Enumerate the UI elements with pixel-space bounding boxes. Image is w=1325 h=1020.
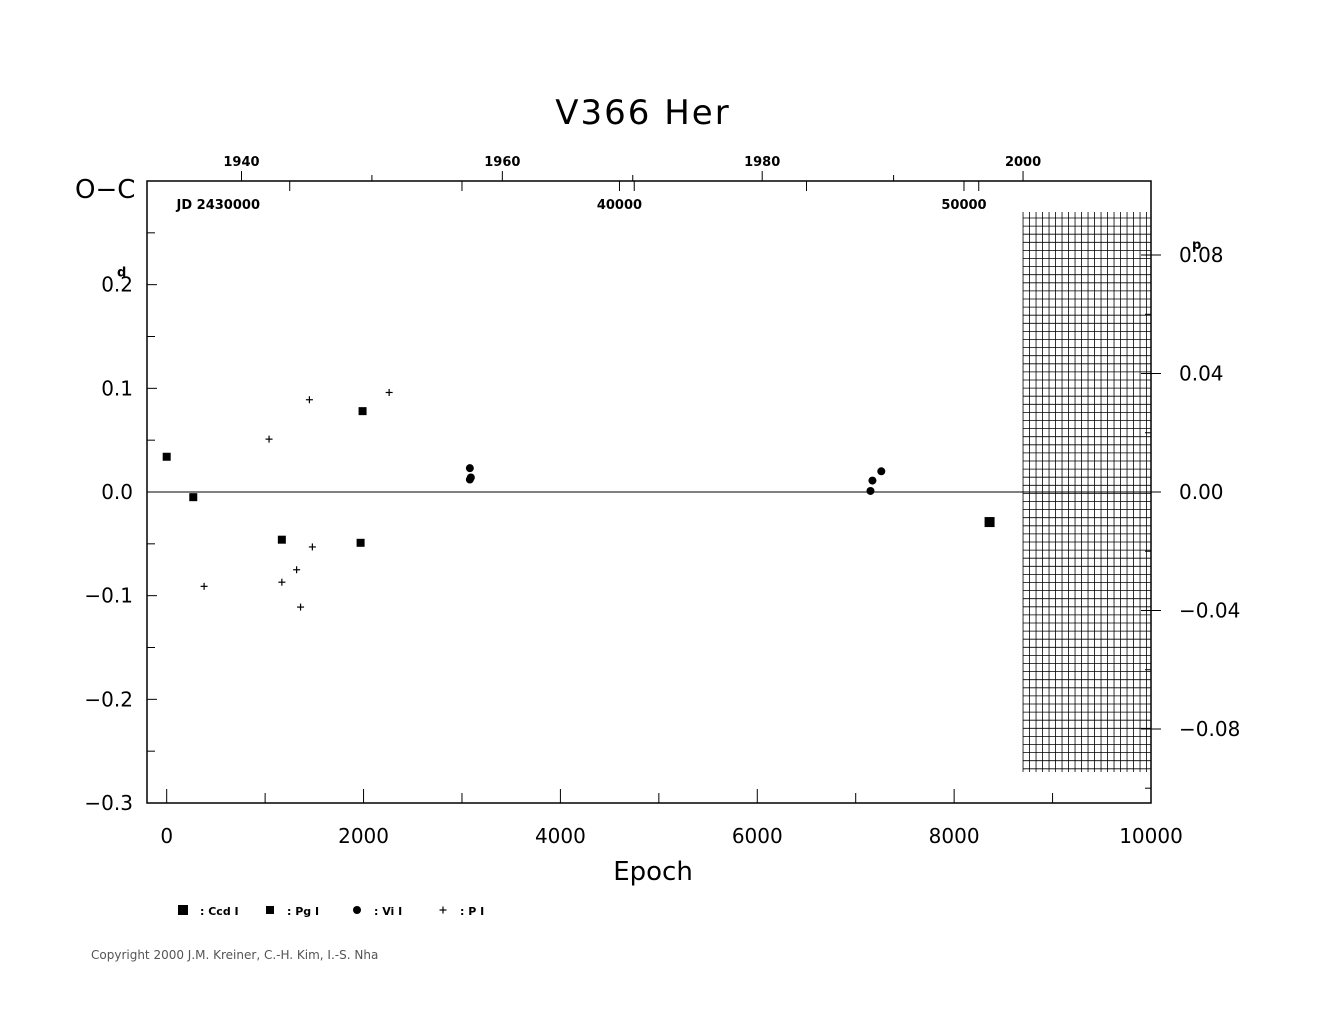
right-tick-label: 0.08 xyxy=(1179,243,1224,267)
jd-tick-label: 50000 xyxy=(941,198,986,213)
point-p-i xyxy=(265,435,273,443)
x-tick-label: 2000 xyxy=(338,824,389,848)
legend-label: : Ccd I xyxy=(200,905,239,918)
year-tick-label: 1940 xyxy=(223,155,259,170)
y-tick-label: −0.2 xyxy=(84,687,133,711)
y-unit-superscript: d xyxy=(117,266,126,281)
legend-marker xyxy=(353,906,361,914)
jd-label: JD 2430000 xyxy=(176,198,260,213)
year-tick-label: 1980 xyxy=(744,155,780,170)
legend: : Ccd I : Pg I : Vi I : P I xyxy=(178,905,484,918)
point-p-i xyxy=(305,396,313,404)
x-tick-label: 10000 xyxy=(1119,824,1183,848)
x-tick-label: 6000 xyxy=(732,824,783,848)
point-p-i xyxy=(278,578,286,586)
data-points xyxy=(162,388,995,611)
y-axis-label: O−C xyxy=(75,175,135,205)
chart-title: V366 Her xyxy=(555,93,730,133)
x-axis-label: Epoch xyxy=(613,857,693,887)
right-unit-superscript: p xyxy=(1192,238,1201,253)
point-vi-i xyxy=(877,467,886,476)
point-vi-i xyxy=(466,473,475,482)
legend-marker xyxy=(439,906,447,914)
jd-tick-label: 40000 xyxy=(597,198,642,213)
legend-label: : P I xyxy=(460,905,484,918)
right-tick-label: −0.04 xyxy=(1179,598,1240,622)
point-pg-i xyxy=(356,538,365,547)
legend-label: : Pg I xyxy=(287,905,319,918)
legend-marker xyxy=(266,906,274,914)
legend-marker xyxy=(178,905,188,915)
point-p-i xyxy=(385,388,393,396)
x-tick-label: 0 xyxy=(160,824,173,848)
point-p-i xyxy=(308,543,316,551)
legend-label: : Vi I xyxy=(374,905,402,918)
axes: 0 2000 4000 6000 8000 10000 −0.3 −0.2 −0.1 0.0 0.1… xyxy=(84,155,1240,848)
point-vi-i xyxy=(866,486,875,495)
point-pg-i xyxy=(277,535,286,544)
copyright-text: Copyright 2000 J.M. Kreiner, C.-H. Kim, … xyxy=(91,948,379,962)
point-p-i xyxy=(293,566,301,574)
point-vi-i xyxy=(465,464,474,473)
point-p-i xyxy=(200,582,208,590)
y-tick-label: 0.0 xyxy=(101,480,133,504)
point-pg-i xyxy=(189,493,198,502)
y-tick-label: 0.2 xyxy=(101,273,133,297)
y-tick-label: 0.1 xyxy=(101,376,133,400)
right-tick-label: −0.08 xyxy=(1179,717,1240,741)
point-ccd-i xyxy=(984,517,995,528)
year-tick-label: 1960 xyxy=(484,155,520,170)
point-pg-i xyxy=(162,452,171,461)
y-tick-label: −0.3 xyxy=(84,791,133,815)
point-p-i xyxy=(297,603,305,611)
right-tick-label: 0.00 xyxy=(1179,480,1224,504)
x-tick-label: 8000 xyxy=(929,824,980,848)
point-vi-i xyxy=(868,476,877,485)
year-tick-label: 2000 xyxy=(1005,155,1041,170)
right-tick-label: 0.04 xyxy=(1179,362,1224,386)
y-tick-label: −0.1 xyxy=(84,584,133,608)
x-tick-label: 4000 xyxy=(535,824,586,848)
point-pg-i xyxy=(358,407,367,416)
